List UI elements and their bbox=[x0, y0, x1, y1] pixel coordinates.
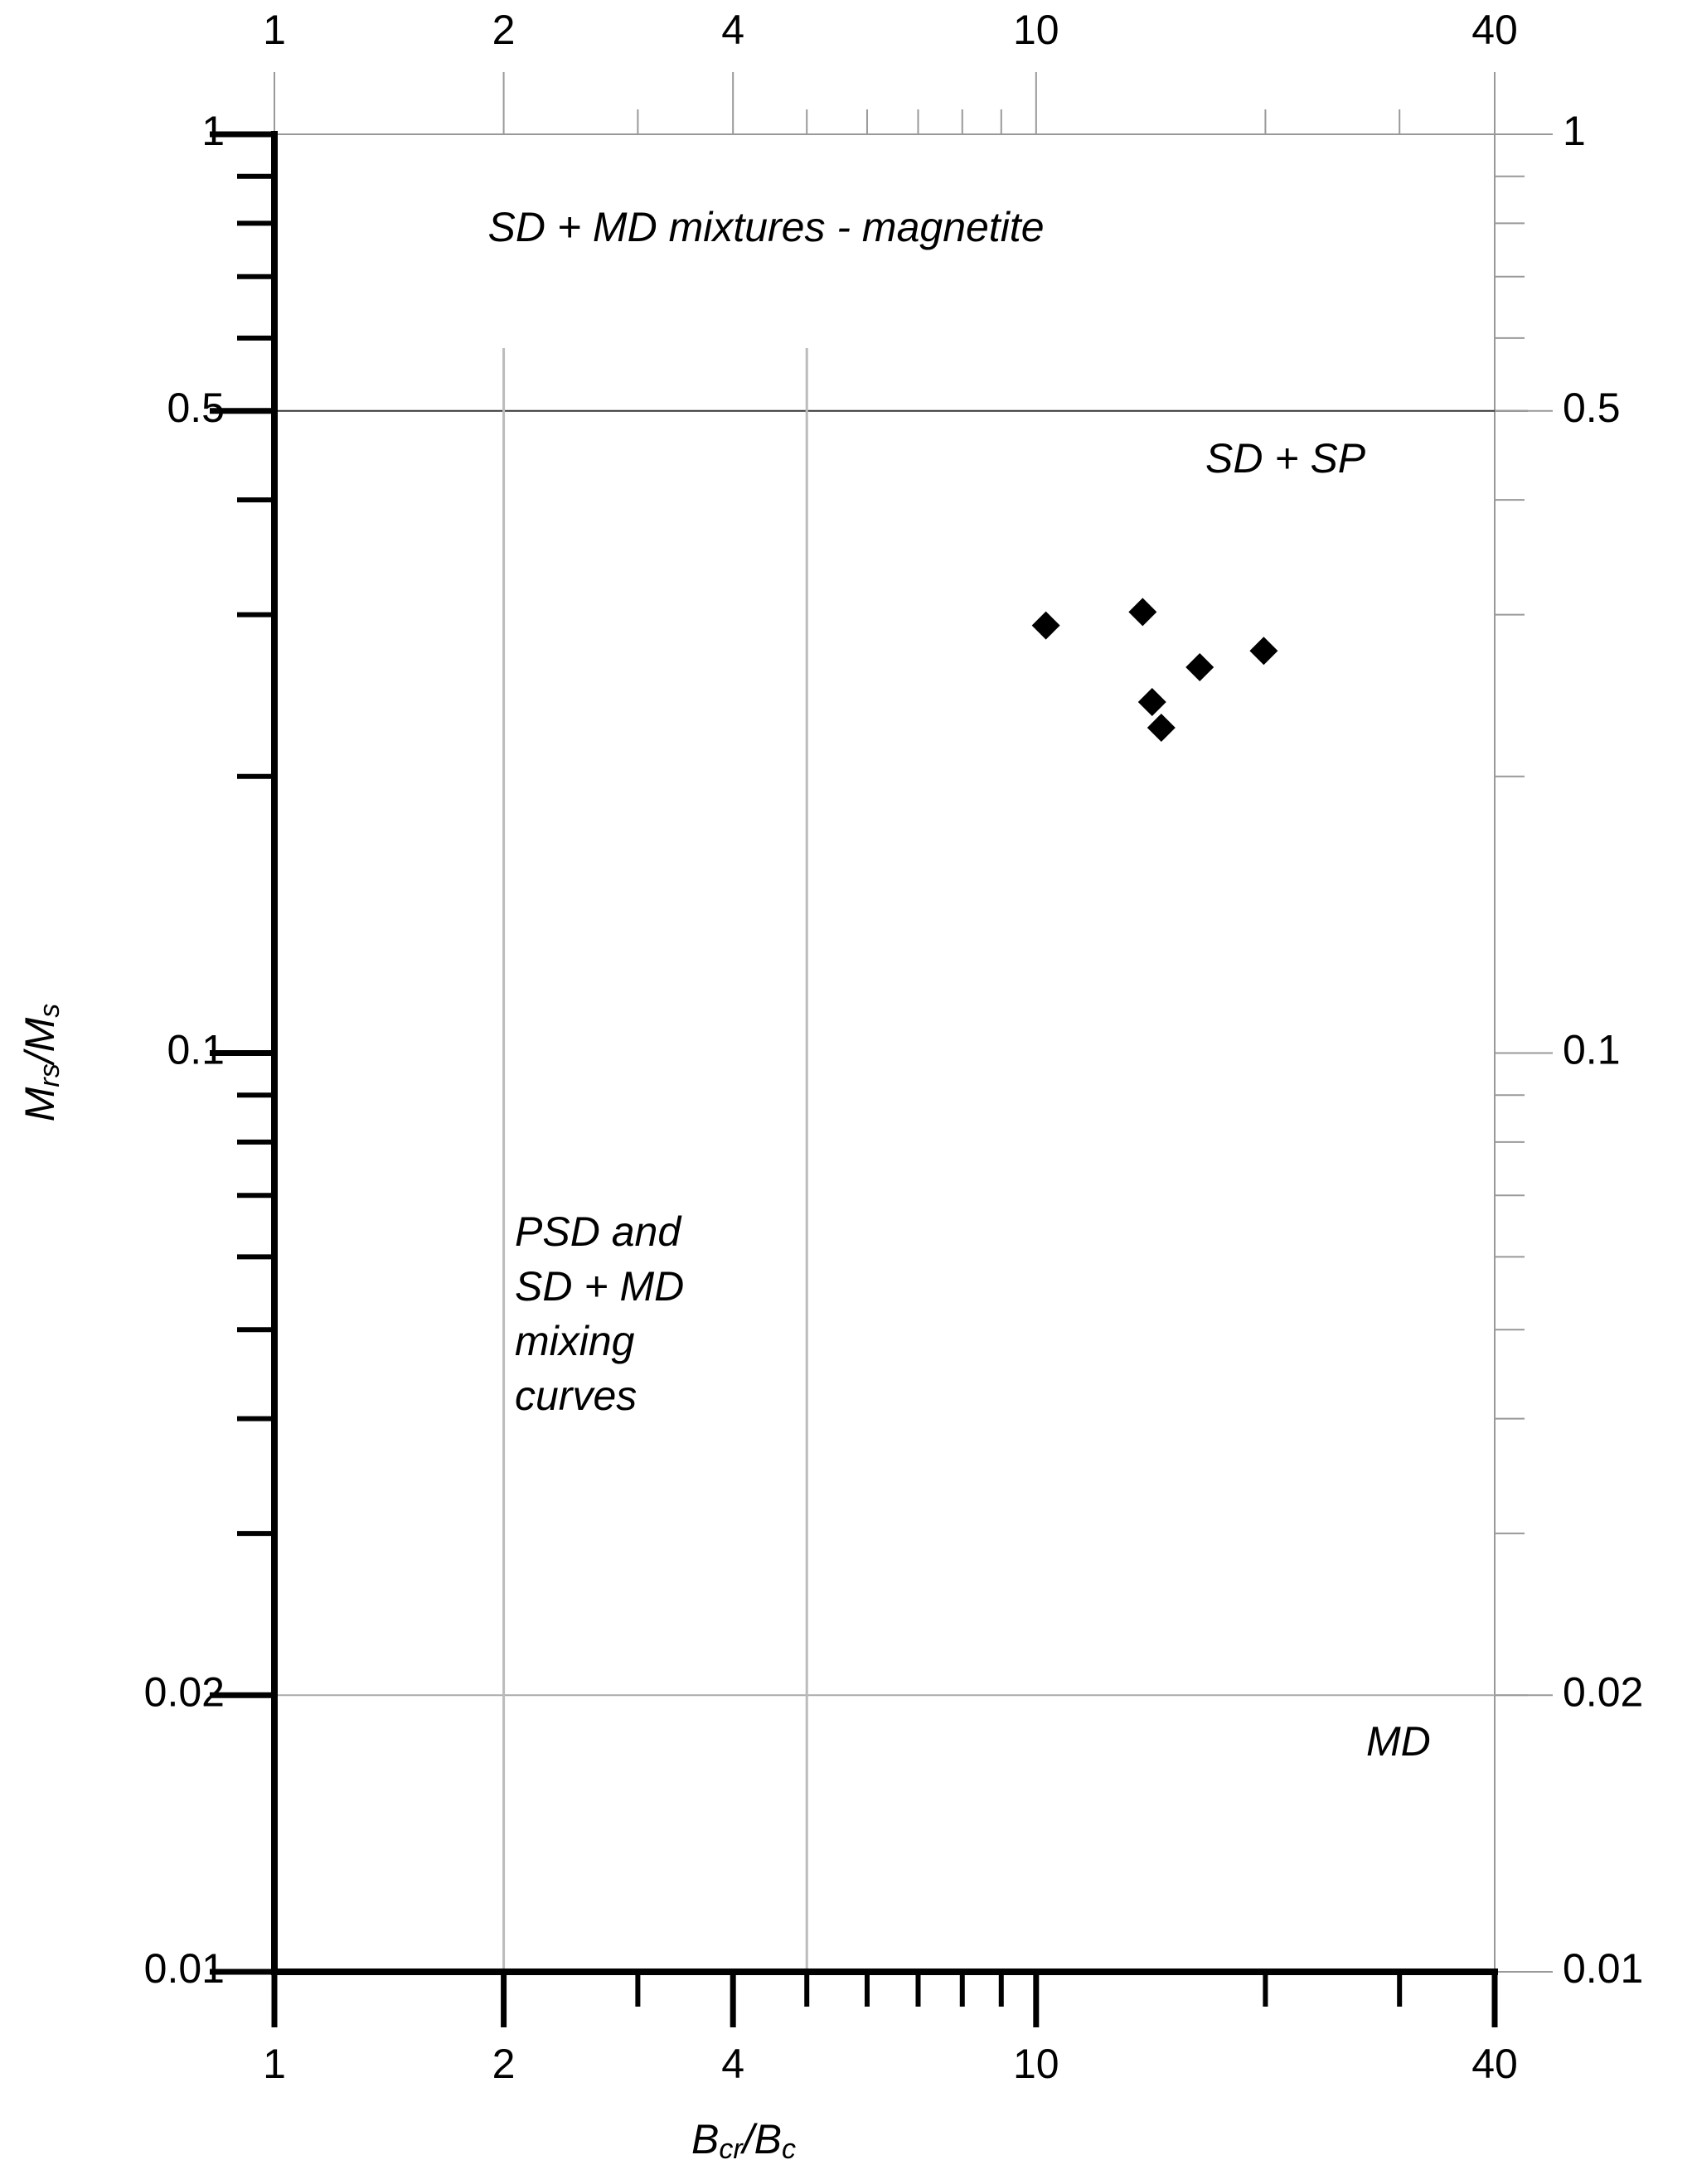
x-tick-label: 4 bbox=[721, 2041, 744, 2087]
y-right-tick-label: 1 bbox=[1563, 108, 1586, 154]
annotation: SD + MD mixtures - magnetite bbox=[487, 204, 1044, 250]
y-tick-label: 1 bbox=[201, 108, 225, 154]
x-top-tick-label: 4 bbox=[721, 7, 744, 53]
y-right-tick-label: 0.5 bbox=[1563, 385, 1621, 431]
annotation: curves bbox=[515, 1373, 637, 1419]
y-tick-label: 0.1 bbox=[167, 1027, 225, 1073]
y-tick-label: 0.01 bbox=[144, 1945, 225, 1992]
x-top-tick-label: 1 bbox=[263, 7, 286, 53]
x-tick-label: 10 bbox=[1013, 2041, 1059, 2087]
x-top-tick-label: 2 bbox=[492, 7, 516, 53]
data-point bbox=[1147, 713, 1176, 742]
y-axis-label-part: rs bbox=[34, 1063, 65, 1087]
y-axis-label-part: M bbox=[17, 1087, 63, 1121]
annotation: SD + MD bbox=[515, 1263, 684, 1310]
x-top-tick-label: 10 bbox=[1013, 7, 1059, 53]
data-point bbox=[1128, 598, 1157, 627]
x-axis-label-part: B bbox=[691, 2116, 719, 2162]
annotation: mixing bbox=[515, 1318, 635, 1364]
x-tick-label: 2 bbox=[492, 2041, 516, 2087]
data-point bbox=[1185, 652, 1214, 681]
y-axis-label-part: s bbox=[34, 1004, 65, 1018]
y-tick-label: 0.5 bbox=[167, 385, 225, 431]
annotation: PSD and bbox=[515, 1208, 682, 1255]
data-point bbox=[1249, 637, 1278, 666]
data-point bbox=[1031, 611, 1060, 640]
y-right-tick-label: 0.1 bbox=[1563, 1027, 1621, 1073]
y-axis-label-part: /M bbox=[17, 1017, 63, 1066]
x-axis-label-part: c bbox=[782, 2133, 796, 2165]
x-tick-label: 40 bbox=[1471, 2041, 1518, 2087]
y-right-tick-label: 0.01 bbox=[1563, 1945, 1643, 1992]
x-tick-label: 1 bbox=[263, 2041, 286, 2087]
x-top-tick-label: 40 bbox=[1471, 7, 1518, 53]
data-point bbox=[1137, 688, 1166, 717]
y-tick-label: 0.02 bbox=[144, 1669, 225, 1716]
x-axis-label: Bcr/Bc bbox=[691, 2116, 796, 2164]
y-right-tick-label: 0.02 bbox=[1563, 1669, 1643, 1716]
y-axis-label: Mrs/Ms bbox=[17, 1004, 65, 1122]
annotation: MD bbox=[1366, 1718, 1431, 1765]
x-axis-label-part: /B bbox=[740, 2116, 782, 2162]
annotation: SD + SP bbox=[1205, 435, 1366, 482]
x-axis-label-part: cr bbox=[719, 2133, 744, 2165]
